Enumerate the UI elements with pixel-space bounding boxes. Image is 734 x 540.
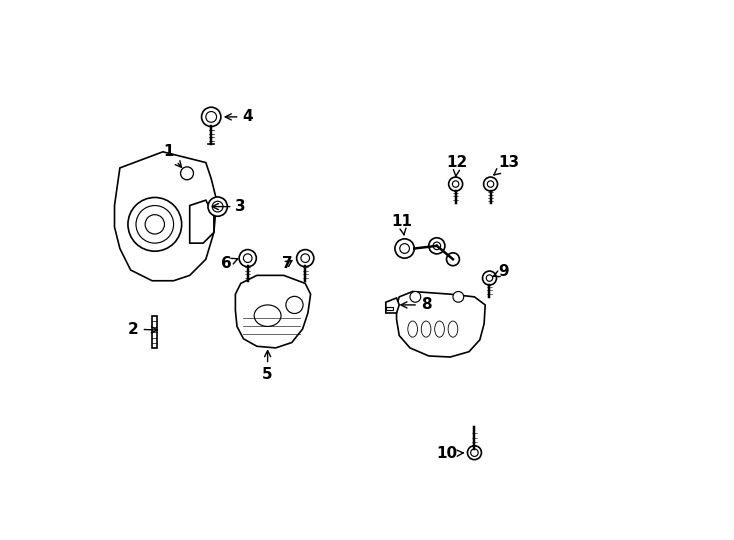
Circle shape	[239, 249, 256, 267]
Polygon shape	[396, 292, 485, 357]
Ellipse shape	[448, 321, 458, 337]
Text: 2: 2	[128, 322, 158, 336]
Circle shape	[181, 167, 194, 180]
Text: 7: 7	[282, 256, 293, 271]
Polygon shape	[386, 307, 393, 310]
Circle shape	[468, 446, 482, 460]
Circle shape	[482, 271, 496, 285]
Circle shape	[429, 238, 445, 254]
Text: 9: 9	[493, 264, 509, 279]
Text: 4: 4	[225, 110, 253, 124]
Text: 12: 12	[446, 155, 468, 176]
Circle shape	[212, 201, 223, 212]
Text: 5: 5	[262, 350, 273, 382]
Circle shape	[297, 249, 314, 267]
Circle shape	[208, 197, 228, 217]
Ellipse shape	[408, 321, 418, 337]
Text: 13: 13	[494, 155, 520, 175]
Circle shape	[244, 254, 252, 262]
Circle shape	[206, 112, 217, 122]
Circle shape	[433, 242, 440, 249]
Circle shape	[145, 215, 164, 234]
Text: 11: 11	[391, 214, 413, 235]
Circle shape	[410, 292, 421, 302]
Circle shape	[446, 253, 459, 266]
Circle shape	[301, 254, 310, 262]
Circle shape	[136, 206, 174, 243]
Circle shape	[400, 244, 410, 253]
Circle shape	[448, 177, 462, 191]
Circle shape	[395, 239, 414, 258]
Text: 6: 6	[221, 256, 238, 271]
Ellipse shape	[254, 305, 281, 326]
Ellipse shape	[435, 321, 444, 337]
Circle shape	[487, 181, 494, 187]
Circle shape	[452, 181, 459, 187]
Polygon shape	[189, 200, 214, 243]
Text: 3: 3	[212, 199, 246, 214]
Circle shape	[453, 292, 464, 302]
Text: 8: 8	[401, 298, 432, 313]
Circle shape	[470, 449, 479, 456]
Circle shape	[486, 275, 493, 281]
Circle shape	[128, 198, 181, 251]
Polygon shape	[115, 152, 217, 281]
Ellipse shape	[421, 321, 431, 337]
Circle shape	[202, 107, 221, 126]
Circle shape	[286, 296, 303, 314]
Polygon shape	[386, 298, 399, 313]
Polygon shape	[153, 316, 157, 348]
Text: 10: 10	[436, 446, 463, 461]
Polygon shape	[236, 275, 310, 348]
Circle shape	[484, 177, 498, 191]
Text: 1: 1	[163, 144, 181, 167]
